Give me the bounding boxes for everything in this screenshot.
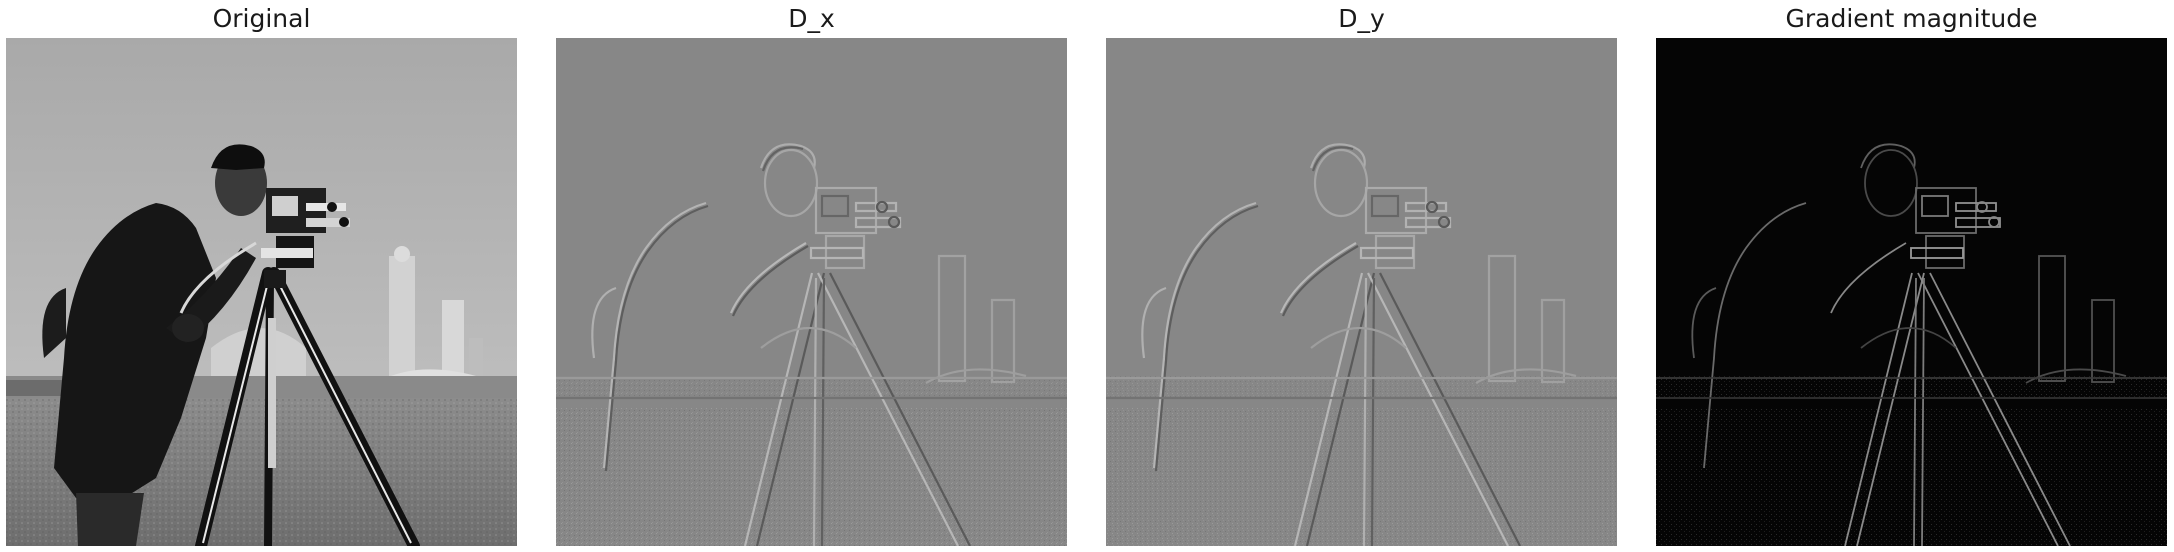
panel-title-dy: D_y [1338,4,1385,33]
image-dy [1106,38,1617,546]
panel-dy: D_y [1106,0,1617,552]
panel-gradient-magnitude: Gradient magnitude [1656,0,2167,552]
image-original [6,38,517,546]
image-dx [556,38,1067,546]
panel-title-dx: D_x [788,4,835,33]
panel-title-gradient-magnitude: Gradient magnitude [1785,4,2038,33]
panel-original: Original [6,0,517,552]
panel-dx: D_x [556,0,1067,552]
panel-title-original: Original [212,4,311,33]
image-gradient-magnitude [1656,38,2167,546]
